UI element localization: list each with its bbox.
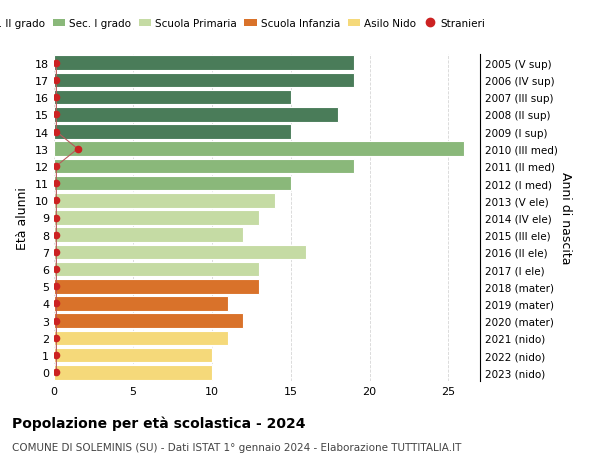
Bar xyxy=(54,125,290,140)
Text: COMUNE DI SOLEMINIS (SU) - Dati ISTAT 1° gennaio 2024 - Elaborazione TUTTITALIA.: COMUNE DI SOLEMINIS (SU) - Dati ISTAT 1°… xyxy=(12,442,461,452)
Bar xyxy=(54,313,244,328)
Bar xyxy=(54,211,259,225)
Bar xyxy=(54,280,259,294)
Bar xyxy=(54,73,354,88)
Legend: Sec. II grado, Sec. I grado, Scuola Primaria, Scuola Infanzia, Asilo Nido, Stran: Sec. II grado, Sec. I grado, Scuola Prim… xyxy=(0,15,489,33)
Bar xyxy=(54,331,227,345)
Bar xyxy=(54,365,212,380)
Bar xyxy=(54,348,212,363)
Bar xyxy=(54,108,338,123)
Y-axis label: Anni di nascita: Anni di nascita xyxy=(559,172,572,264)
Bar xyxy=(54,297,227,311)
Bar xyxy=(54,262,259,277)
Bar xyxy=(54,91,290,105)
Text: Popolazione per età scolastica - 2024: Popolazione per età scolastica - 2024 xyxy=(12,415,305,430)
Bar xyxy=(54,142,464,157)
Bar xyxy=(54,245,307,260)
Bar xyxy=(54,56,354,71)
Bar xyxy=(54,159,354,174)
Y-axis label: Età alunni: Età alunni xyxy=(16,187,29,249)
Bar xyxy=(54,176,290,191)
Bar xyxy=(54,194,275,208)
Bar xyxy=(54,228,244,242)
